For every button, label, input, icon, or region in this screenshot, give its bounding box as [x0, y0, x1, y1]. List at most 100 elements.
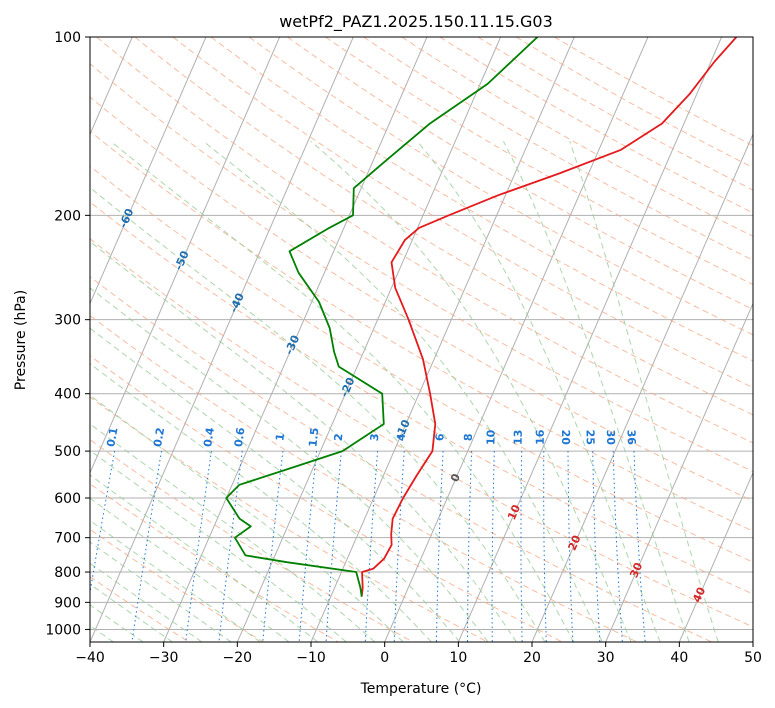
mixing-ratio-label: 0.4 [201, 426, 217, 448]
moist-adiabat [569, 141, 719, 642]
mixing-ratio-label: 0.1 [104, 426, 120, 447]
mixing-ratio-label: 20 [559, 430, 572, 446]
y-tick-label: 200 [54, 208, 81, 224]
x-tick-label: −20 [223, 650, 253, 666]
dry-adiabat [90, 165, 753, 563]
dry-adiabat [90, 63, 753, 473]
y-tick-label: 600 [54, 491, 81, 507]
dry-adiabat [90, 238, 753, 628]
mixing-ratio-line [467, 451, 473, 642]
moist-adiabat [90, 394, 404, 642]
dry-adiabat [477, 37, 753, 191]
y-tick-label: 400 [54, 387, 81, 403]
mixing-ratio-line [262, 451, 284, 642]
mixing-ratio-line [612, 451, 623, 642]
y-tick-label: 700 [54, 531, 81, 547]
dry-adiabat [90, 96, 753, 502]
y-tick-label: 800 [54, 565, 81, 581]
mixing-ratio-line [520, 451, 523, 642]
moist-adiabat [90, 327, 461, 642]
temperature-line [360, 37, 738, 597]
moist-adiabat [90, 287, 489, 642]
mixing-ratio-label: 1.5 [306, 427, 321, 448]
dry-adiabats [90, 37, 753, 642]
mixing-ratio-line [435, 451, 444, 642]
mixing-ratio-label: 13 [512, 430, 525, 446]
mixing-ratio-label: 16 [534, 429, 547, 445]
dry-adiabat [172, 37, 753, 389]
isotherm-line [457, 37, 723, 642]
dry-adiabat [90, 201, 753, 595]
dry-adiabat [96, 37, 753, 444]
isotherm-line [678, 471, 753, 642]
dry-adiabat [90, 355, 563, 642]
y-tick-label: 900 [54, 595, 81, 611]
mixing-ratio-label: 2 [332, 433, 346, 442]
dry-adiabat [210, 37, 753, 362]
axes: −40 −30 −20 −10 0 10 20 30 40 5010020030040050060… [45, 30, 762, 666]
x-tick-label: 20 [523, 650, 541, 666]
isotherm-line [90, 37, 281, 474]
moist-adiabat-label: 10 [505, 502, 523, 522]
dry-adiabat [90, 396, 488, 642]
dry-adiabat [401, 37, 753, 237]
moist-adiabat [416, 140, 661, 642]
moist-adiabat [90, 362, 432, 642]
x-tick-label: 30 [597, 650, 615, 666]
mixing-ratio-line [393, 451, 405, 642]
mixing-ratio-label: 30 [604, 429, 617, 445]
mixing-ratio-line [491, 451, 495, 642]
mixing-ratio-line [218, 451, 243, 642]
x-tick-label: 0 [380, 650, 389, 666]
mixing-ratio-line [325, 451, 342, 642]
y-tick-label: 500 [54, 444, 81, 460]
mixing-ratio-label: 8 [462, 433, 475, 441]
mixing-ratio-label: 4 [395, 433, 409, 442]
dry-adiabat [287, 37, 753, 311]
moist-adiabat [90, 423, 376, 642]
dry-adiabat [515, 37, 753, 169]
moist-adiabat [90, 186, 546, 642]
moist-adiabat [502, 141, 690, 642]
moist-adiabat [202, 140, 603, 642]
plot-frame [89, 36, 754, 643]
x-tick-label: −30 [149, 650, 179, 666]
mixing-ratio-label: 6 [433, 433, 446, 442]
moist-adiabat-label: 40 [690, 585, 708, 605]
moist-adiabat-label: 30 [627, 560, 645, 580]
isotherm-line [90, 37, 354, 642]
y-tick-label: 100 [54, 30, 81, 46]
x-tick-label: −40 [75, 650, 105, 666]
mixing-ratio-line [298, 451, 318, 642]
dewpoint-line [225, 37, 539, 597]
dry-adiabat [90, 439, 414, 642]
mixing-ratio-label: 1 [273, 433, 287, 442]
mixing-ratio-label: 36 [624, 429, 638, 445]
y-tick-label: 1000 [45, 622, 81, 638]
mixing-ratio-label: 3 [368, 433, 382, 442]
isotherm-line [384, 37, 649, 642]
plot-area: 0.10.20.40.611.52346810131620253036-100-… [90, 37, 753, 642]
line-labels: 0.10.20.40.611.52346810131620253036-100-… [104, 206, 708, 605]
mixing-ratio-line [543, 451, 547, 642]
isotherm-line [605, 302, 753, 642]
x-axis-label: Temperature (°C) [360, 681, 482, 697]
x-tick-label: −10 [296, 650, 326, 666]
moist-adiabat [110, 140, 575, 642]
mixing-ratio-lines [90, 451, 646, 642]
moist-adiabat-label: 20 [566, 533, 584, 553]
mixing-ratio-line [567, 451, 574, 642]
x-tick-label: 50 [744, 650, 762, 666]
isotherm-line [90, 37, 207, 305]
mixing-ratio-line [633, 451, 646, 642]
moist-adiabat [310, 140, 632, 642]
dry-adiabat [90, 276, 712, 642]
chart-title: wetPf2_PAZ1.2025.150.11.15.G03 [279, 12, 553, 32]
isotherm-line [163, 37, 428, 642]
y-axis-label: Pressure (hPa) [13, 290, 29, 390]
mixing-ratio-line [364, 451, 379, 642]
y-tick-label: 300 [54, 313, 81, 329]
profile-lines [225, 37, 738, 597]
